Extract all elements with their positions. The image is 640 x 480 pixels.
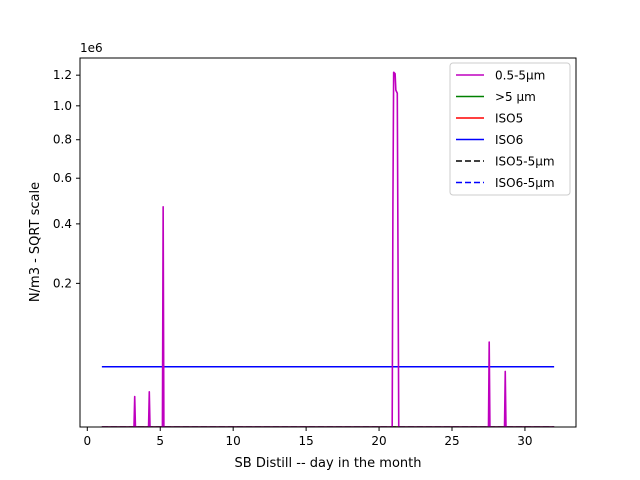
x-axis-label: SB Distill -- day in the month [235,456,422,471]
y-axis: 0.2 0.4 0.6 0.8 1.0 1.2 [53,68,80,290]
axes-frame [79,57,577,428]
legend-label: >5 µm [495,90,536,104]
x-tick-label: 15 [298,434,313,448]
series-line-1 [101,71,555,427]
x-tick-label: 25 [444,434,459,448]
series-layer [101,71,555,427]
y-tick-label: 0.2 [53,276,72,290]
x-tick-label: 5 [156,434,164,448]
legend: 0.5-5µm >5 µm ISO5 ISO6 ISO5-5µm ISO6-5µm [449,62,571,196]
y-axis-label: N/m3 - SQRT scale [28,182,43,302]
legend-label: ISO5 [495,112,523,126]
x-tick-label: 30 [517,434,532,448]
legend-label: ISO6-5µm [495,176,555,190]
x-tick-label: 10 [226,434,241,448]
y-tick-label: 0.8 [53,133,72,147]
legend-label: ISO5-5µm [495,155,555,169]
x-tick-label: 0 [83,434,91,448]
x-axis: 0 5 10 15 20 25 30 [83,427,533,448]
y-tick-label: 0.6 [53,171,72,185]
scale-note: 1e6 [80,41,103,55]
legend-label: ISO6 [495,133,523,147]
legend-label: 0.5-5µm [495,69,545,83]
y-tick-label: 1.0 [53,99,72,113]
plot-area [101,71,555,427]
x-tick-label: 20 [371,434,386,448]
y-tick-label: 1.2 [53,68,72,82]
y-tick-label: 0.4 [53,217,72,231]
